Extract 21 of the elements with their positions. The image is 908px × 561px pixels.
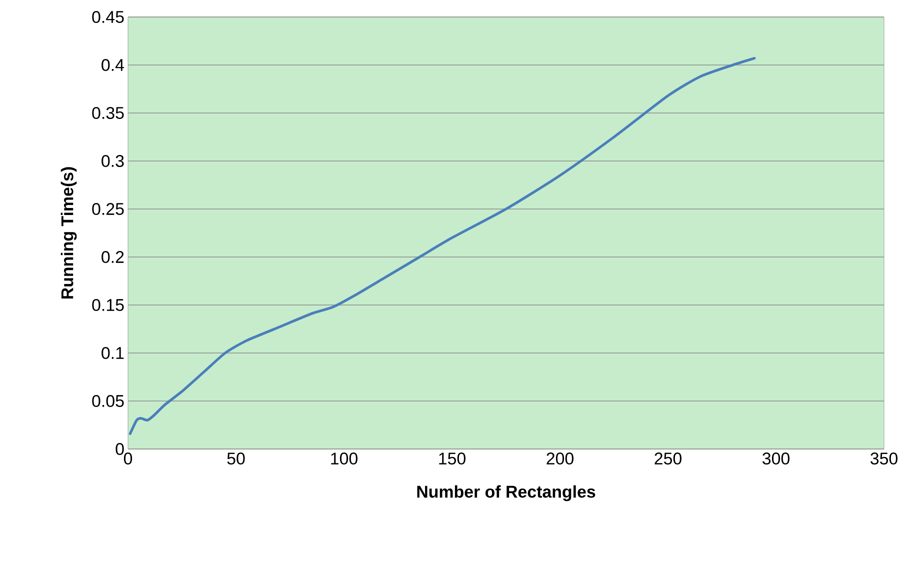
line-series [128,56,756,435]
y-tick-label: 0.2 [102,251,124,263]
x-tick-label: 50 [227,452,245,465]
x-tick-label: 100 [331,452,358,465]
x-tick-label: 250 [654,452,682,465]
x-tick-label: 300 [762,452,790,465]
y-tick-label: 0.25 [92,203,124,215]
x-axis-title: Number of Rectangles [417,485,596,502]
y-tick-label: 0.1 [102,347,124,359]
y-tick-label: 0 [116,443,124,455]
y-tick-label: 0.4 [102,59,124,71]
x-tick-label: 350 [870,452,898,465]
y-tick-label: 0.35 [92,107,124,119]
x-tick-label: 200 [546,452,574,465]
y-axis-title: Running Time(s) [60,167,77,299]
y-tick-label: 0.3 [102,155,124,167]
y-tick-label: 0.45 [92,11,124,23]
x-tick-label: 150 [439,452,466,465]
y-tick-label: 0.05 [92,395,124,407]
x-tick-label: 0 [124,452,132,465]
y-tick-label: 0.15 [92,299,124,311]
